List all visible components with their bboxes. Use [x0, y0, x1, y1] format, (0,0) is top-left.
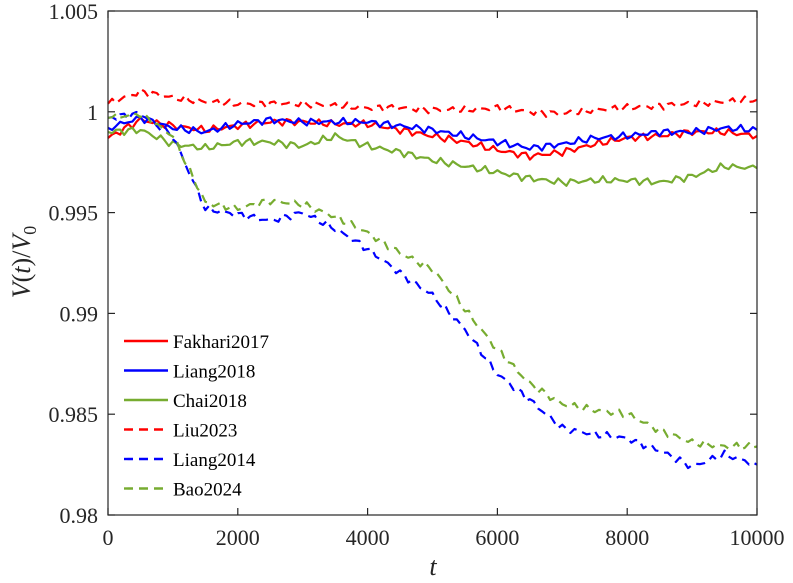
series-line-Fakhari2017	[107, 116, 758, 161]
x-tick-label: 10000	[730, 525, 785, 550]
x-tick-label: 6000	[475, 525, 519, 550]
y-axis-label: V(t)/V0	[7, 226, 40, 299]
legend-label-Chai2018: Chai2018	[173, 391, 247, 412]
y-axis-label-part: V	[7, 232, 36, 251]
series-line-Chai2018	[107, 126, 758, 187]
y-tick-label: 0.99	[60, 301, 99, 326]
series-line-Liang2014	[107, 110, 758, 470]
y-tick-label: 0.985	[49, 402, 99, 427]
legend-label-Liang2018: Liang2018	[173, 362, 255, 383]
y-axis-label-part: V	[7, 279, 36, 298]
y-tick-label: 1.005	[49, 0, 99, 24]
y-tick-label: 0.98	[60, 503, 99, 528]
y-axis-label-part: t	[7, 266, 36, 274]
x-tick-label: 4000	[346, 525, 390, 550]
axes	[107, 10, 758, 516]
y-axis-label-subscript: 0	[20, 226, 40, 235]
y-axis-label-part: (	[7, 274, 36, 283]
ticks: 0 2000 4000 6000 8000 10000 0.98 0.985 0.99 0.995…	[49, 0, 785, 550]
legend: Fakhari2017 Liang2018 Chai2018 Liu2023 Liang…	[124, 332, 269, 501]
legend-label-Fakhari2017: Fakhari2017	[173, 332, 269, 353]
legend-label-Liu2023: Liu2023	[173, 421, 237, 442]
y-tick-label: 1	[87, 100, 98, 125]
x-tick-label: 0	[103, 525, 114, 550]
legend-label-Liang2014: Liang2014	[173, 450, 256, 471]
series-lines	[107, 87, 758, 470]
series-line-Bao2024	[107, 111, 758, 451]
y-tick-label: 0.995	[49, 201, 99, 226]
y-axis-label-part: )/	[7, 250, 36, 267]
x-tick-label: 2000	[216, 525, 260, 550]
series-line-Liang2018	[107, 115, 758, 152]
x-axis-label: t	[429, 552, 437, 581]
x-tick-label: 8000	[605, 525, 649, 550]
legend-label-Bao2024: Bao2024	[173, 480, 242, 501]
series-line-Liu2023	[107, 87, 758, 118]
plot-frame	[107, 10, 758, 516]
